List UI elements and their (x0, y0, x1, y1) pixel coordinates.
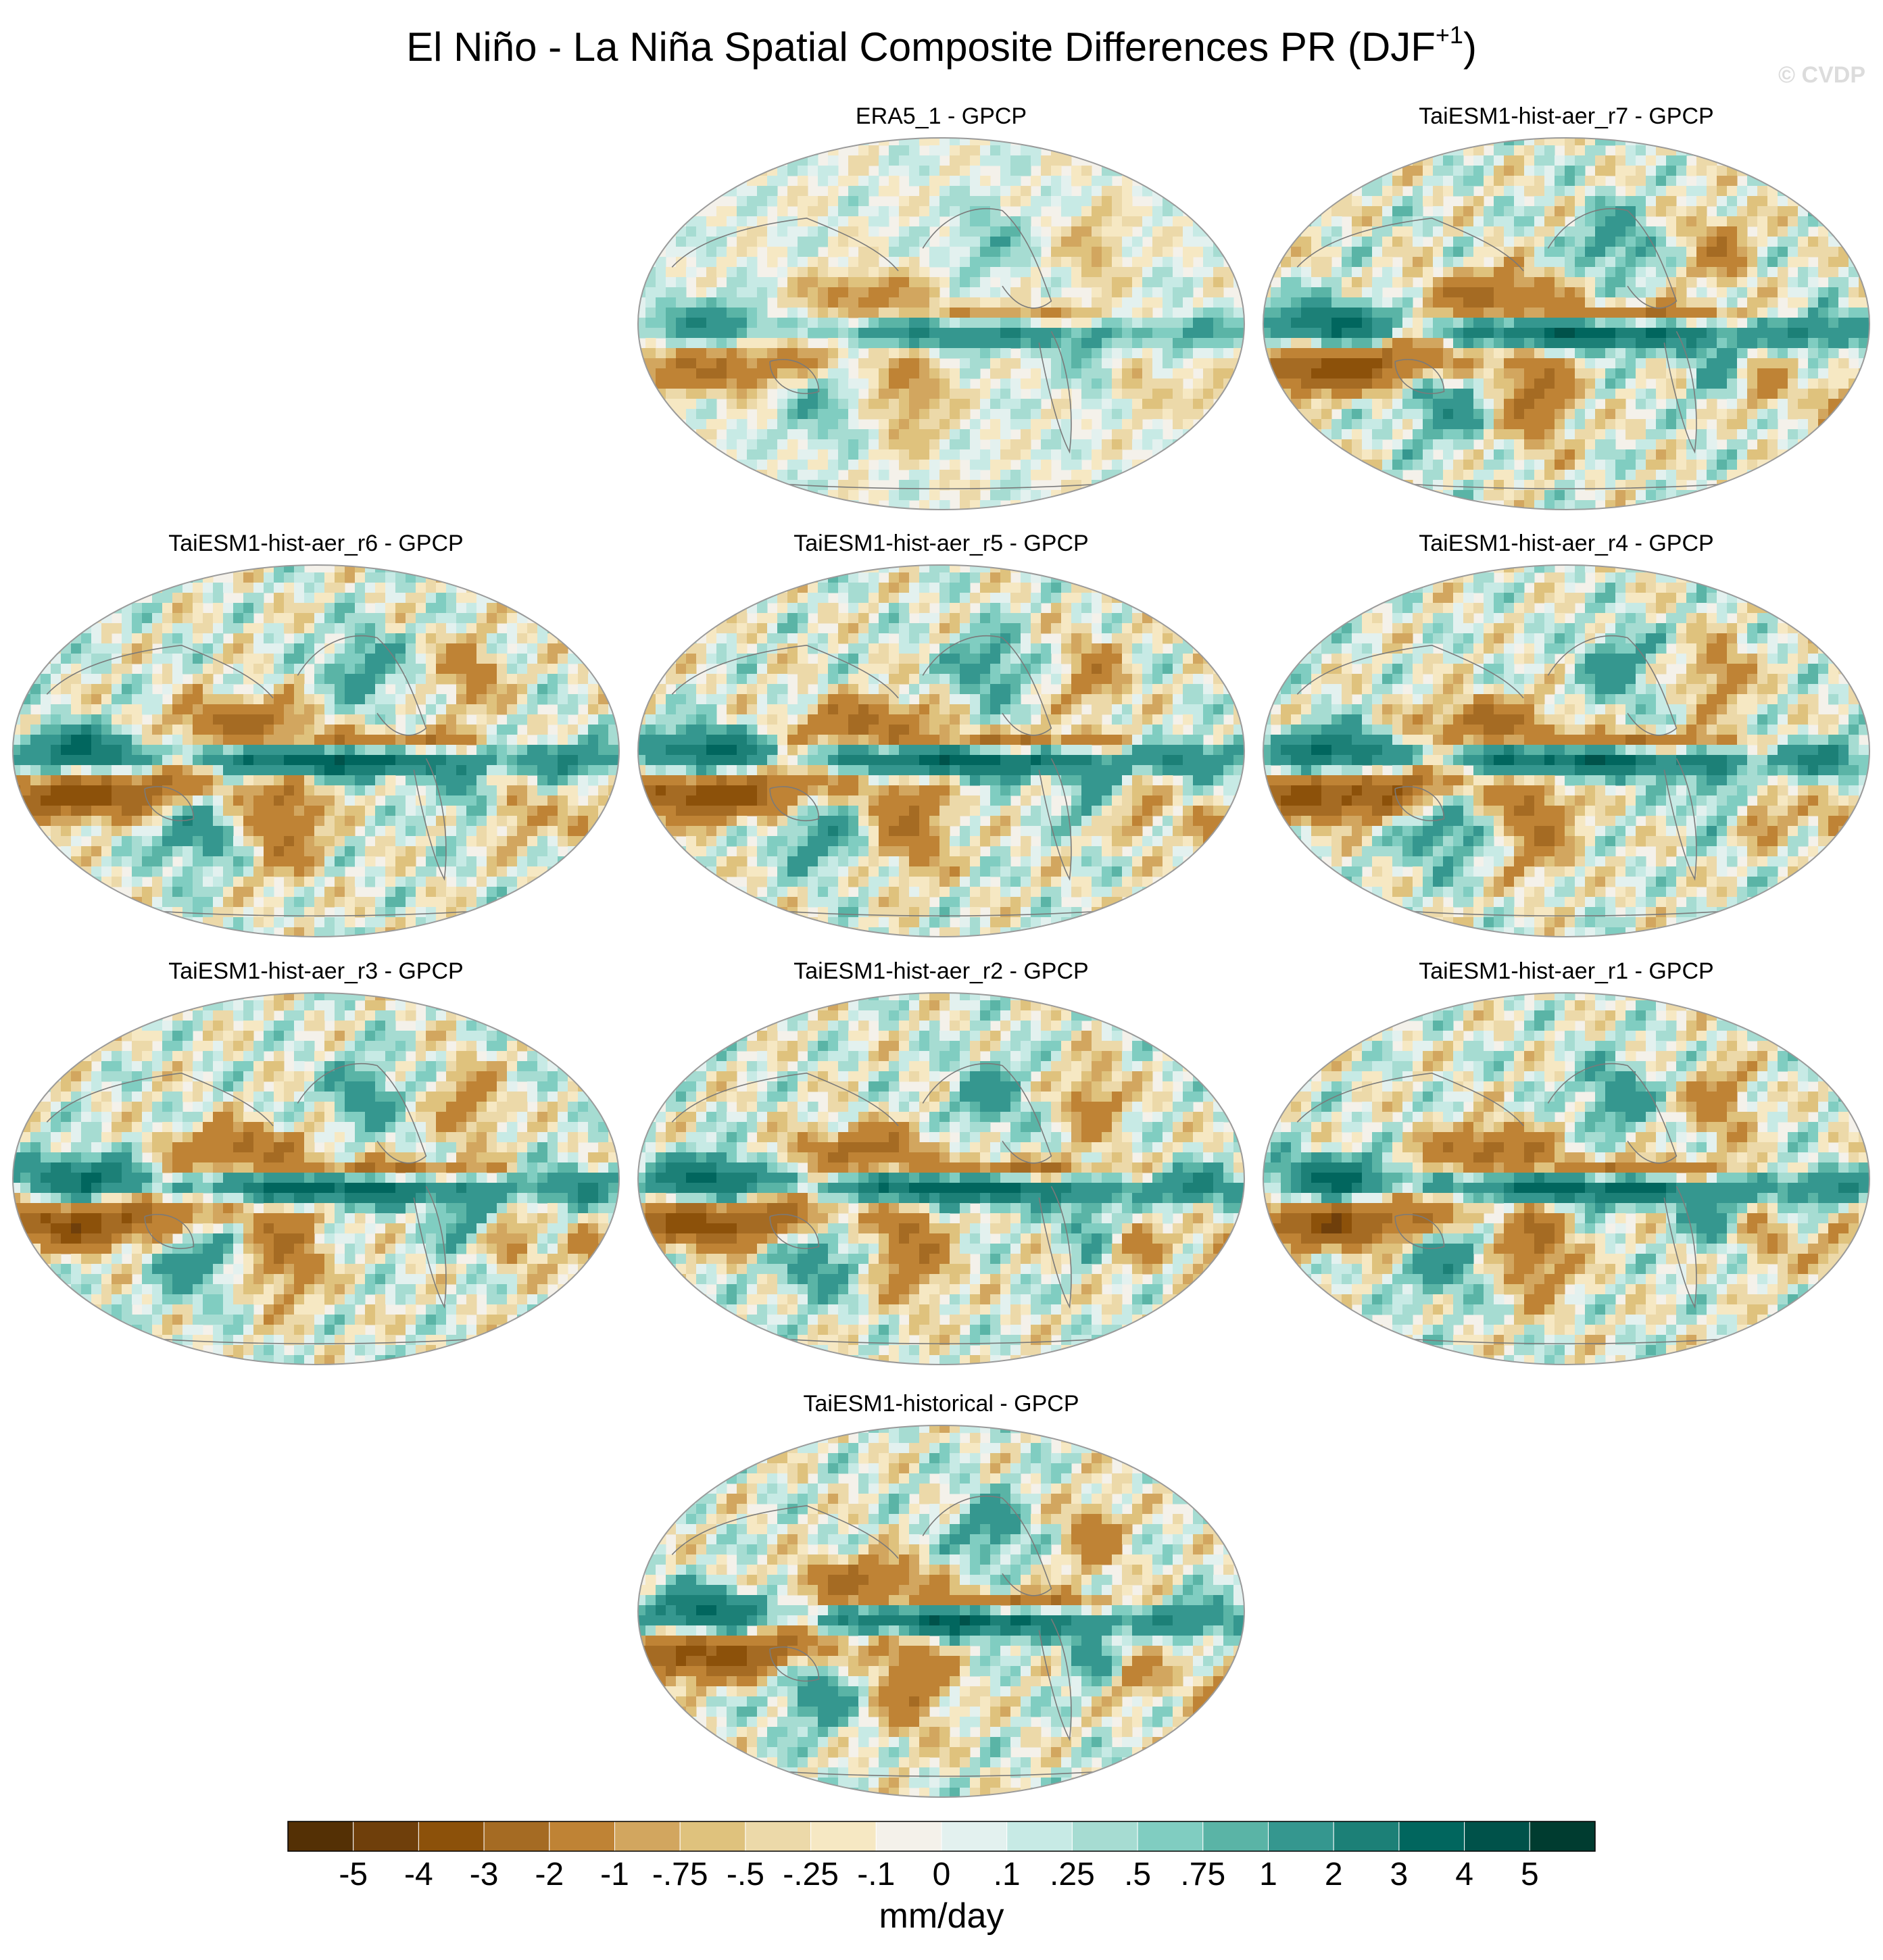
colorbar: -5 -4 -3 -2 -1 -.75 -.5 -.25 -.1 0 .1 .25 .5 .75 1 2 3 4 5 (287, 1821, 1596, 1892)
map-panel (637, 564, 1245, 937)
figure-title-end: ) (1463, 24, 1477, 70)
colorbar-tick-label: -1 (600, 1857, 629, 1892)
map-field (1263, 565, 1869, 937)
map-field (1263, 993, 1869, 1365)
colorbar-swatch (353, 1821, 419, 1852)
map-boundary (12, 564, 620, 937)
colorbar-swatch (1006, 1821, 1073, 1852)
map-boundary (1263, 137, 1870, 510)
panel-title: TaiESM1-hist-aer_r6 - GPCP (168, 531, 464, 556)
colorbar-tick-label: .75 (1180, 1857, 1225, 1892)
map-field (638, 138, 1244, 510)
colorbar-tick-label: -.5 (727, 1857, 764, 1892)
colorbar-units-label: mm/day (879, 1896, 1004, 1936)
map-boundary (12, 992, 620, 1365)
colorbar-swatch (810, 1821, 877, 1852)
map-field (13, 993, 619, 1365)
panel-title: ERA5_1 - GPCP (855, 103, 1027, 129)
colorbar-swatch (875, 1821, 942, 1852)
colorbar-swatch (483, 1821, 550, 1852)
colorbar-swatch (1202, 1821, 1269, 1852)
colorbar-swatch (1333, 1821, 1400, 1852)
map-panel (12, 564, 620, 937)
panel-title: TaiESM1-hist-aer_r5 - GPCP (793, 531, 1089, 556)
colorbar-swatch (1071, 1821, 1138, 1852)
colorbar-tick-label: 2 (1325, 1857, 1343, 1892)
panel-title: TaiESM1-historical - GPCP (803, 1391, 1079, 1417)
figure-title-superscript: +1 (1435, 21, 1463, 49)
panel-title: TaiESM1-hist-aer_r2 - GPCP (793, 958, 1089, 984)
colorbar-tick-label: -.75 (652, 1857, 708, 1892)
map-boundary (637, 992, 1245, 1365)
colorbar-swatch (549, 1821, 615, 1852)
map-field (13, 565, 619, 937)
colorbar-tick-label: -3 (470, 1857, 499, 1892)
map-panel (637, 137, 1245, 510)
panel-title: TaiESM1-hist-aer_r7 - GPCP (1419, 103, 1714, 129)
colorbar-swatch (614, 1821, 681, 1852)
colorbar-tick-label: 5 (1521, 1857, 1539, 1892)
map-field (1263, 138, 1869, 510)
colorbar-swatch (679, 1821, 746, 1852)
panel-title: TaiESM1-hist-aer_r1 - GPCP (1419, 958, 1714, 984)
colorbar-tick-label: .25 (1050, 1857, 1095, 1892)
colorbar-tick-label: -.1 (857, 1857, 895, 1892)
colorbar-swatch (1464, 1821, 1530, 1852)
map-panel (1263, 137, 1870, 510)
map-panel (12, 992, 620, 1365)
colorbar-swatch (287, 1821, 354, 1852)
colorbar-swatch (941, 1821, 1008, 1852)
colorbar-swatch (1398, 1821, 1465, 1852)
map-field (638, 993, 1244, 1365)
colorbar-tick-label: .5 (1124, 1857, 1151, 1892)
colorbar-tick-label: -5 (339, 1857, 368, 1892)
colorbar-tick-label: 1 (1259, 1857, 1277, 1892)
colorbar-swatch (1529, 1821, 1596, 1852)
map-field (638, 1425, 1244, 1797)
map-boundary (1263, 992, 1870, 1365)
colorbar-swatch (1137, 1821, 1204, 1852)
colorbar-tick-label: -4 (404, 1857, 433, 1892)
map-boundary (1263, 564, 1870, 937)
map-field (638, 565, 1244, 937)
colorbar-frame (287, 1821, 1596, 1852)
map-panel (637, 992, 1245, 1365)
colorbar-tick-label: 4 (1455, 1857, 1473, 1892)
colorbar-tick-label: 3 (1390, 1857, 1409, 1892)
colorbar-swatch (1268, 1821, 1334, 1852)
figure-title-text: El Niño - La Niña Spatial Composite Diff… (406, 24, 1436, 70)
map-boundary (637, 564, 1245, 937)
map-panel (1263, 992, 1870, 1365)
colorbar-swatch (745, 1821, 812, 1852)
map-boundary (637, 137, 1245, 510)
panel-title: TaiESM1-hist-aer_r4 - GPCP (1419, 531, 1714, 556)
panel-title: TaiESM1-hist-aer_r3 - GPCP (168, 958, 464, 984)
map-boundary (637, 1425, 1245, 1798)
colorbar-tick-label: -2 (535, 1857, 564, 1892)
figure-title: El Niño - La Niña Spatial Composite Diff… (0, 20, 1883, 80)
map-panel (637, 1425, 1245, 1798)
map-panel (1263, 564, 1870, 937)
colorbar-tick-label: .1 (994, 1857, 1021, 1892)
colorbar-tick-label: -.25 (783, 1857, 839, 1892)
colorbar-tick-label: 0 (933, 1857, 951, 1892)
cvdp-watermark: © CVDP (1778, 62, 1865, 88)
colorbar-swatch (418, 1821, 485, 1852)
